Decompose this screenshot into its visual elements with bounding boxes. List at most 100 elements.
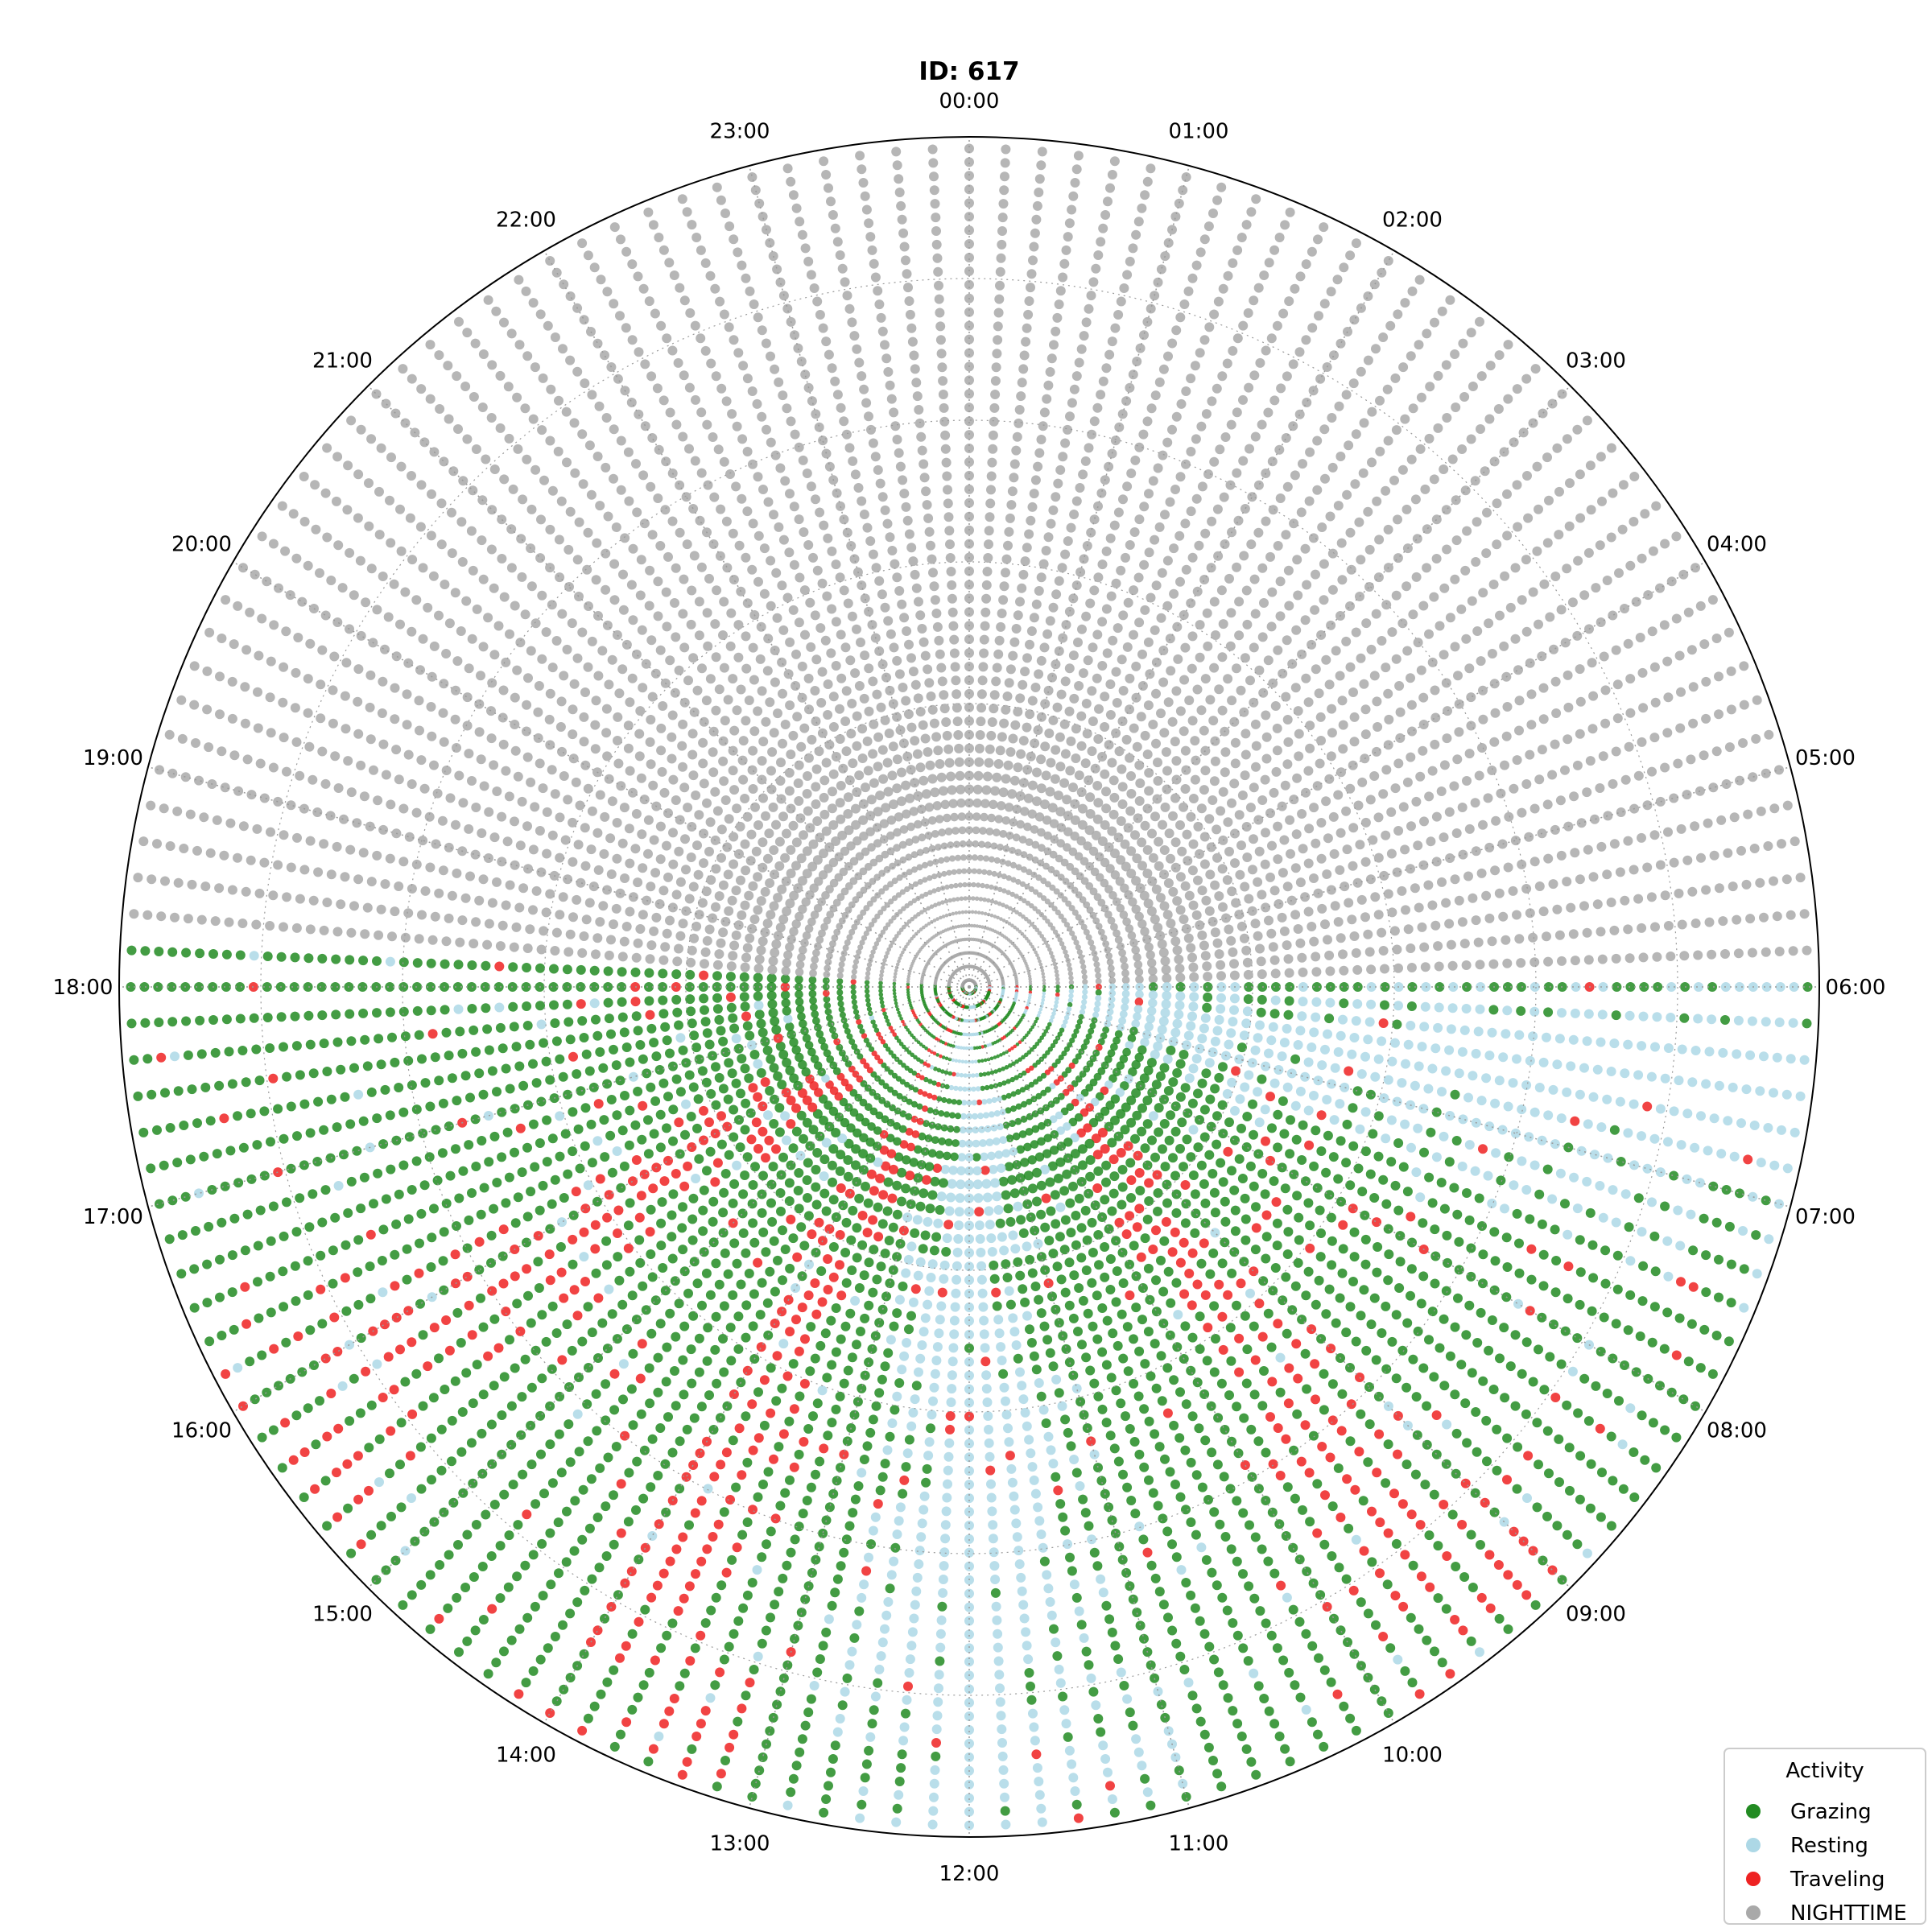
activity-point [680,834,690,844]
activity-point [1240,1082,1250,1092]
activity-point [1118,610,1129,621]
activity-point [799,830,808,840]
activity-point [966,854,972,861]
activity-point [904,529,914,539]
activity-point [687,1214,698,1224]
activity-point [1282,1249,1293,1259]
activity-point [1029,613,1039,623]
activity-point [1418,1104,1429,1114]
activity-point [658,968,668,979]
activity-point [935,1150,944,1159]
activity-point [1373,1151,1384,1162]
activity-point [1158,677,1169,687]
activity-point [1046,1206,1056,1216]
activity-point [1228,947,1238,957]
activity-point [601,728,612,738]
activity-point [716,938,726,948]
activity-point [828,1195,839,1205]
activity-point [1257,795,1268,805]
activity-point [1143,1327,1154,1337]
activity-point [1170,793,1180,803]
activity-point [852,624,861,634]
activity-point [605,1130,616,1141]
activity-point [1081,999,1088,1005]
activity-point [1236,1042,1247,1053]
activity-point [1116,565,1126,576]
activity-point [1165,634,1175,644]
activity-point [1095,984,1102,990]
activity-point [1150,1339,1160,1349]
activity-point [1121,552,1130,563]
activity-point [1369,771,1380,781]
activity-point [1020,1297,1030,1307]
activity-point [990,1124,998,1132]
activity-point [1028,982,1033,986]
activity-point [686,1112,696,1121]
activity-point [741,1248,751,1258]
activity-point [788,605,799,615]
activity-point [612,1146,622,1156]
activity-point [674,1117,684,1128]
activity-point [812,948,820,957]
activity-point [1034,669,1044,679]
activity-point [1406,1142,1416,1153]
activity-point [1378,946,1389,956]
activity-point [1100,1272,1110,1282]
activity-point [1125,1290,1135,1301]
activity-point [1430,1043,1441,1054]
activity-point [1188,1001,1199,1012]
activity-point [753,1257,763,1268]
activity-point [1214,684,1224,695]
activity-point [990,1178,1001,1188]
activity-point [634,1235,645,1245]
activity-point [958,1139,967,1148]
activity-point [773,1255,782,1265]
activity-point [765,697,775,708]
activity-point [802,1034,811,1042]
activity-point [802,1175,812,1185]
activity-point [947,1057,952,1062]
activity-point [873,1202,883,1212]
activity-point [1338,1220,1348,1230]
activity-point [992,772,1002,782]
activity-point [782,592,793,603]
activity-point [886,1022,891,1027]
activity-point [796,1222,807,1232]
activity-point [983,1411,993,1421]
activity-point [1272,723,1282,733]
activity-point [702,608,712,618]
activity-point [1307,1042,1317,1052]
activity-point [885,532,895,543]
activity-point [732,1160,742,1170]
activity-point [633,938,643,948]
activity-point [740,1125,750,1135]
activity-point [1172,1067,1183,1078]
activity-point [1188,1170,1199,1180]
activity-point [1188,900,1199,910]
activity-point [604,950,614,960]
activity-point [819,1188,830,1199]
activity-point [956,869,963,875]
activity-point [876,1261,886,1272]
activity-point [740,1063,750,1074]
activity-point [701,696,712,706]
activity-point [992,1301,1002,1311]
activity-point [655,645,666,655]
activity-point [1195,1043,1205,1054]
activity-point [1270,968,1281,979]
activity-point [881,1291,891,1302]
activity-point [786,1119,796,1129]
activity-point [807,734,817,745]
activity-point [1309,1091,1319,1100]
activity-point [966,964,971,968]
activity-point [1166,1045,1176,1055]
activity-point [1349,1227,1360,1237]
activity-point [1325,997,1335,1008]
activity-point [857,1240,868,1250]
activity-point [1360,912,1370,923]
activity-point [1129,630,1138,640]
activity-point [1251,1223,1261,1233]
activity-point [649,1129,659,1139]
activity-point [935,1053,939,1057]
activity-point [976,1247,986,1257]
